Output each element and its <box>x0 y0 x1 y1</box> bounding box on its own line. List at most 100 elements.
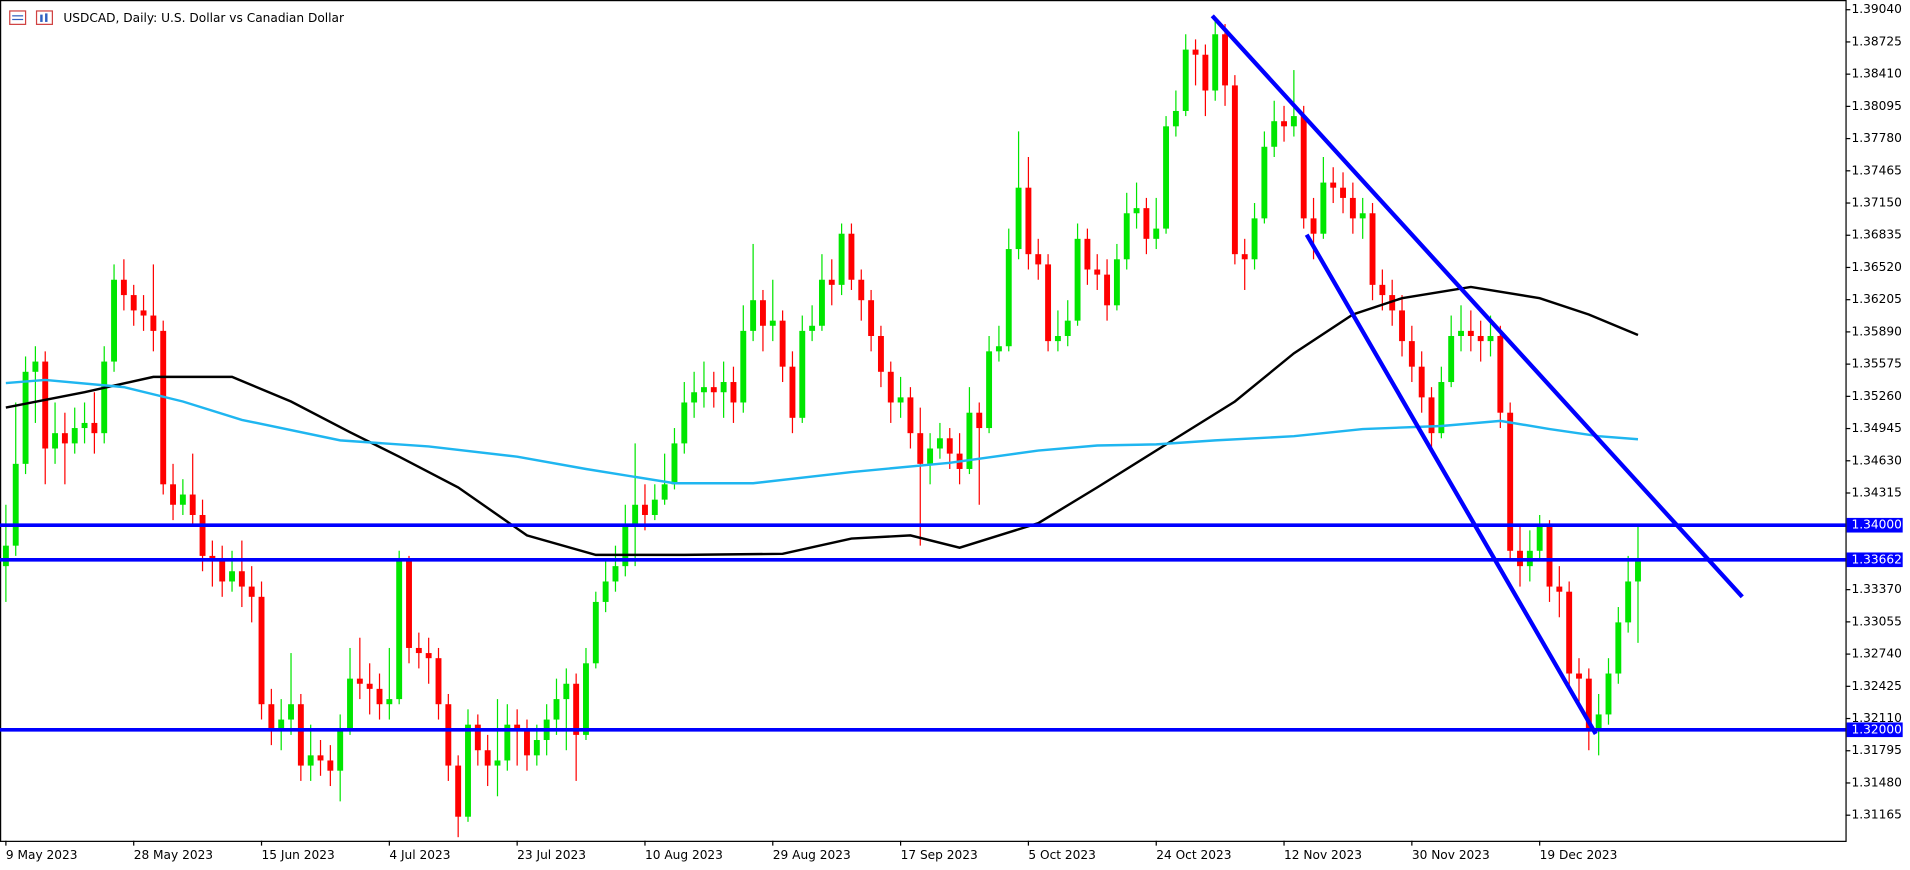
candle-body <box>465 724 471 817</box>
candle-body <box>612 566 619 582</box>
x-tick-label: 10 Aug 2023 <box>645 848 723 862</box>
candle-body <box>917 433 924 464</box>
candle-body <box>769 320 776 326</box>
candle-body <box>848 233 855 280</box>
candle-body <box>1084 238 1091 270</box>
candle-body <box>907 397 914 434</box>
candle-body <box>691 392 698 403</box>
candle-body <box>1025 187 1032 255</box>
candle-body <box>130 295 137 311</box>
candle-body <box>553 699 560 720</box>
candle-body <box>533 740 540 756</box>
candle-body <box>1615 622 1622 674</box>
y-tick-label: 1.38725 <box>1852 34 1902 48</box>
candle-body <box>868 300 875 336</box>
candle-body <box>651 499 658 515</box>
candle-body <box>779 320 786 367</box>
candle-body <box>1045 264 1052 342</box>
candle-body <box>858 279 865 301</box>
icon-bar <box>40 14 43 22</box>
candle-body <box>1497 335 1504 413</box>
moving-average <box>5 378 1639 485</box>
candle-body <box>524 729 530 756</box>
candle-body <box>22 371 29 464</box>
candle-body <box>199 514 206 556</box>
candle-body <box>160 330 167 485</box>
price-label: 1.32000 <box>1852 722 1902 736</box>
candle-body <box>563 683 570 700</box>
x-tick-label: 30 Nov 2023 <box>1412 848 1490 862</box>
candle-body <box>681 402 688 444</box>
candle-body <box>1064 320 1071 336</box>
candle-body <box>1556 586 1563 592</box>
candle-body <box>1428 397 1435 434</box>
x-tick-label: 28 May 2023 <box>134 848 213 862</box>
candle-body <box>42 361 49 449</box>
price-label-box <box>1846 517 1903 533</box>
candle-body <box>1104 274 1111 306</box>
y-tick-label: 1.31480 <box>1852 775 1902 789</box>
icon <box>35 10 53 25</box>
x-tick-label: 29 Aug 2023 <box>773 848 851 862</box>
trendline <box>1304 233 1598 735</box>
candle-body <box>1595 714 1602 730</box>
candle-body <box>828 279 835 285</box>
y-tick-label: 1.31165 <box>1852 808 1902 822</box>
candle-body <box>1418 366 1425 398</box>
candle-body <box>12 463 19 546</box>
candle-body <box>1202 54 1209 91</box>
candle-body <box>1349 197 1356 219</box>
candle-body <box>101 361 108 434</box>
candle-body <box>150 315 157 331</box>
candle-body <box>986 351 993 429</box>
y-tick-label: 1.38410 <box>1852 67 1902 81</box>
y-tick-label: 1.36520 <box>1852 260 1902 274</box>
candle-body <box>1320 182 1327 234</box>
icon-bar <box>45 13 48 22</box>
candle-body <box>1222 34 1228 86</box>
x-tick-label: 19 Dec 2023 <box>1540 848 1618 862</box>
candle-body <box>170 484 176 505</box>
candle-body <box>1585 678 1592 730</box>
candle-body <box>622 525 629 567</box>
y-tick-label: 1.36835 <box>1852 228 1902 242</box>
candle-body <box>573 683 580 735</box>
candle-body <box>701 387 707 393</box>
icon <box>9 10 27 25</box>
candle-body <box>435 658 442 705</box>
candle-body <box>229 571 235 582</box>
candle-body <box>1182 49 1189 111</box>
y-tick-label: 1.35890 <box>1852 324 1902 338</box>
y-tick-label: 1.38095 <box>1852 99 1902 113</box>
candle-body <box>632 504 639 526</box>
candle-body <box>887 371 894 403</box>
candle-body <box>1113 259 1120 306</box>
y-tick-label: 1.37780 <box>1852 131 1902 145</box>
candle-body <box>1212 34 1219 91</box>
candle-body <box>1369 213 1376 285</box>
candle-body <box>1487 335 1494 342</box>
x-tick-label: 17 Sep 2023 <box>901 848 978 862</box>
candle-body <box>189 494 196 515</box>
candle-body <box>297 704 304 766</box>
candle-body <box>818 279 825 326</box>
chart-title: USDCAD, Daily: U.S. Dollar vs Canadian D… <box>63 11 344 25</box>
candle-body <box>1458 330 1464 336</box>
candle-body <box>111 279 117 362</box>
trendline <box>1210 14 1744 599</box>
candle-body <box>61 433 68 444</box>
candle-body <box>327 760 334 771</box>
candle-body <box>1035 254 1042 265</box>
candle-body <box>1438 382 1445 434</box>
candle-body <box>976 412 983 429</box>
candle-body <box>1231 85 1238 255</box>
x-tick-label: 15 Jun 2023 <box>262 848 335 862</box>
candle-body <box>347 678 353 730</box>
candle-body <box>1172 110 1179 127</box>
x-tick-label: 4 Jul 2023 <box>389 848 450 862</box>
candle-body <box>642 504 648 515</box>
candle-body <box>1359 213 1366 219</box>
candle-body <box>238 571 245 587</box>
